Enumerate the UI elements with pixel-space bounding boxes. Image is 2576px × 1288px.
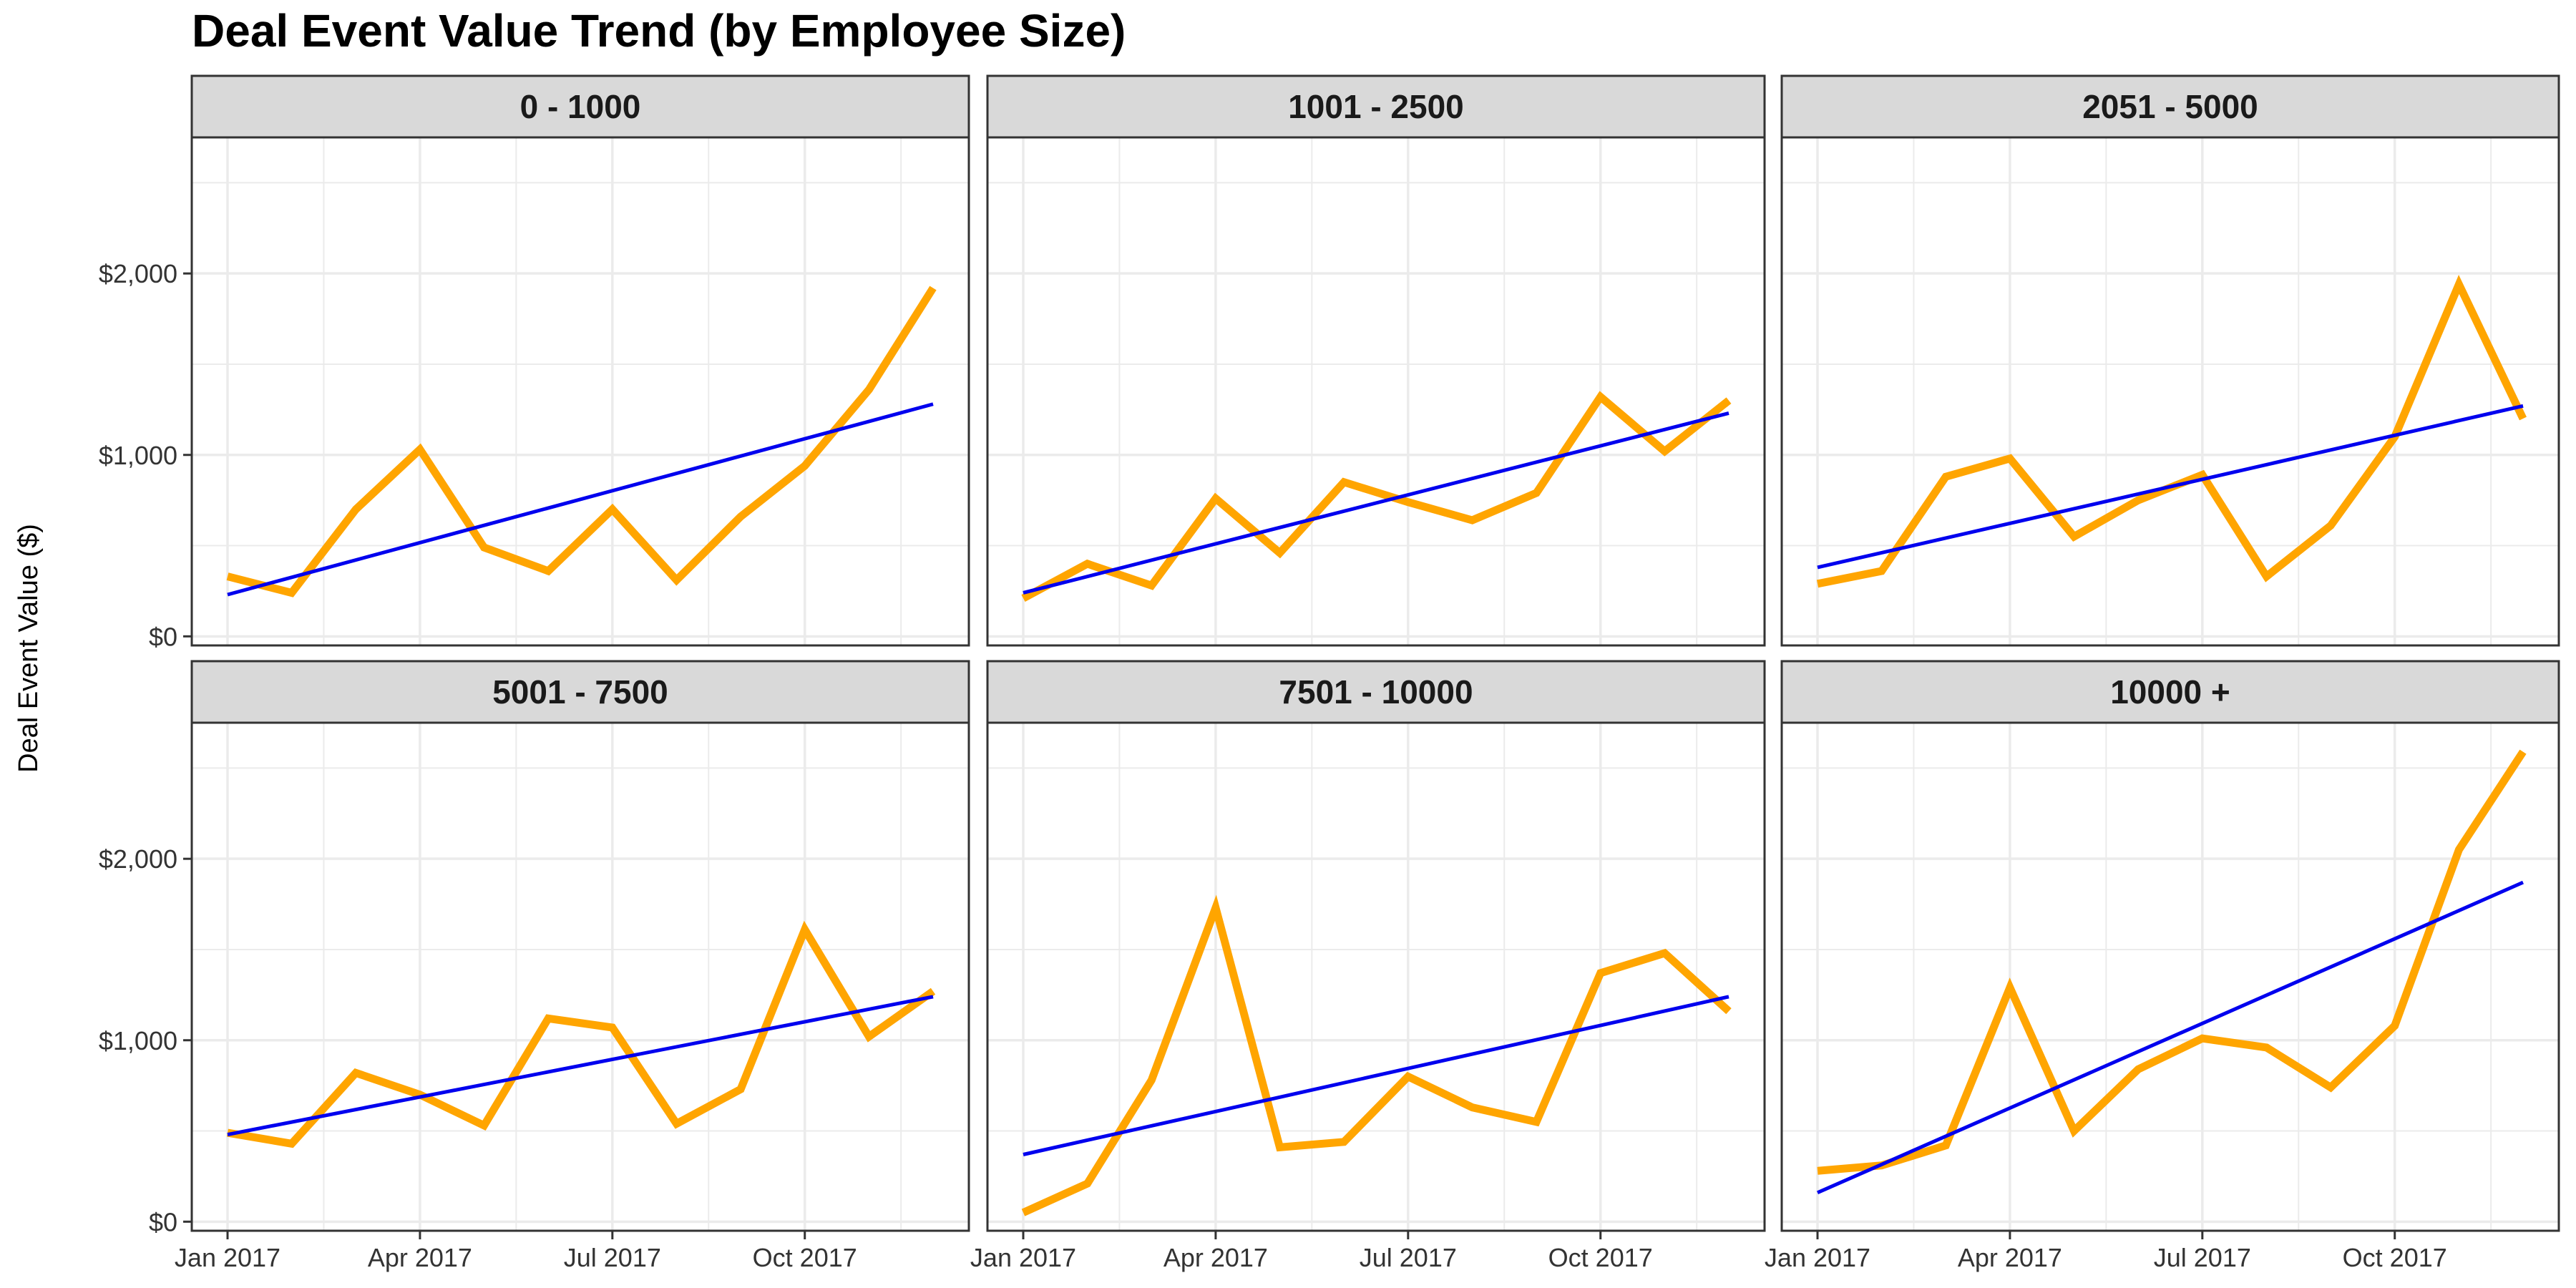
y-tick-label: $0 — [149, 1207, 177, 1236]
y-tick-label: $2,000 — [99, 259, 177, 288]
series-line — [1817, 749, 2527, 1175]
facet-strip — [190, 660, 970, 724]
facet-strip — [986, 660, 1766, 724]
facet-strip-label: 2051 - 5000 — [2082, 88, 2258, 125]
trend-line — [1816, 880, 2524, 1195]
x-tick-label: Jan 2017 — [970, 1243, 1076, 1272]
x-tick-label: Jul 2017 — [564, 1243, 661, 1272]
trend-line — [227, 995, 934, 1137]
x-tick-label: Jan 2017 — [175, 1243, 280, 1272]
panel-background — [987, 723, 1765, 1231]
panel-background — [192, 137, 969, 645]
facet-panel-6: 10000 + Jan 2017 Apr 2017 Jul 2017 Oct 2017 — [1765, 660, 2560, 1272]
series-line — [1021, 894, 1732, 1216]
trend-line — [1023, 995, 1729, 1156]
facet-strip-label: 5001 - 7500 — [492, 673, 668, 711]
facet-panel-5: 7501 - 10000 Jan 2017 Apr 2017 Jul 2017 Oct … — [970, 660, 1766, 1272]
y-tick-label: $0 — [149, 622, 177, 651]
trend-line — [227, 402, 934, 597]
facet-panel-1: 0 - 1000 $0 $1,000 $2,000 — [99, 74, 970, 651]
y-tick-label: $1,000 — [99, 441, 177, 470]
facet-panel-2: 1001 - 2500 — [986, 74, 1766, 647]
y-tick-label: $2,000 — [99, 844, 177, 874]
x-tick-label: Oct 2017 — [2343, 1243, 2447, 1272]
x-tick-label: Jul 2017 — [2154, 1243, 2251, 1272]
y-axis-title: Deal Event Value ($) — [14, 524, 44, 773]
facet-strip-label: 10000 + — [2110, 673, 2230, 711]
series-line — [226, 286, 937, 597]
x-tick-label: Apr 2017 — [368, 1243, 472, 1272]
x-tick-label: Jan 2017 — [1765, 1243, 1870, 1272]
facet-strip-label: 1001 - 2500 — [1288, 88, 1464, 125]
facet-strip — [986, 74, 1766, 139]
chart-title: Deal Event Value Trend (by Employee Size… — [192, 5, 1126, 57]
facet-strip-label: 0 - 1000 — [520, 88, 641, 125]
facet-strip — [1780, 660, 2560, 724]
facet-strip — [1780, 74, 2560, 139]
facet-strip-label: 7501 - 10000 — [1279, 673, 1473, 711]
series-line — [1021, 391, 1732, 602]
x-tick-label: Apr 2017 — [1958, 1243, 2062, 1272]
x-tick-label: Apr 2017 — [1163, 1243, 1268, 1272]
trend-line — [1817, 404, 2524, 570]
facet-panel-4: 5001 - 7500 $0 $1,000 $2,000 Jan 2017 Apr 201… — [99, 660, 970, 1272]
x-tick-label: Oct 2017 — [753, 1243, 857, 1272]
facet-strip — [190, 74, 970, 139]
panel-background — [1782, 137, 2559, 645]
panel-background — [1782, 723, 2559, 1231]
series-line — [227, 920, 936, 1148]
facet-panel-3: 2051 - 5000 — [1780, 74, 2560, 647]
x-tick-label: Oct 2017 — [1548, 1243, 1653, 1272]
y-tick-label: $1,000 — [99, 1026, 177, 1055]
x-tick-label: Jul 2017 — [1360, 1243, 1457, 1272]
panel-background — [192, 723, 969, 1231]
panel-background — [987, 137, 1765, 645]
trend-line — [1023, 411, 1729, 595]
